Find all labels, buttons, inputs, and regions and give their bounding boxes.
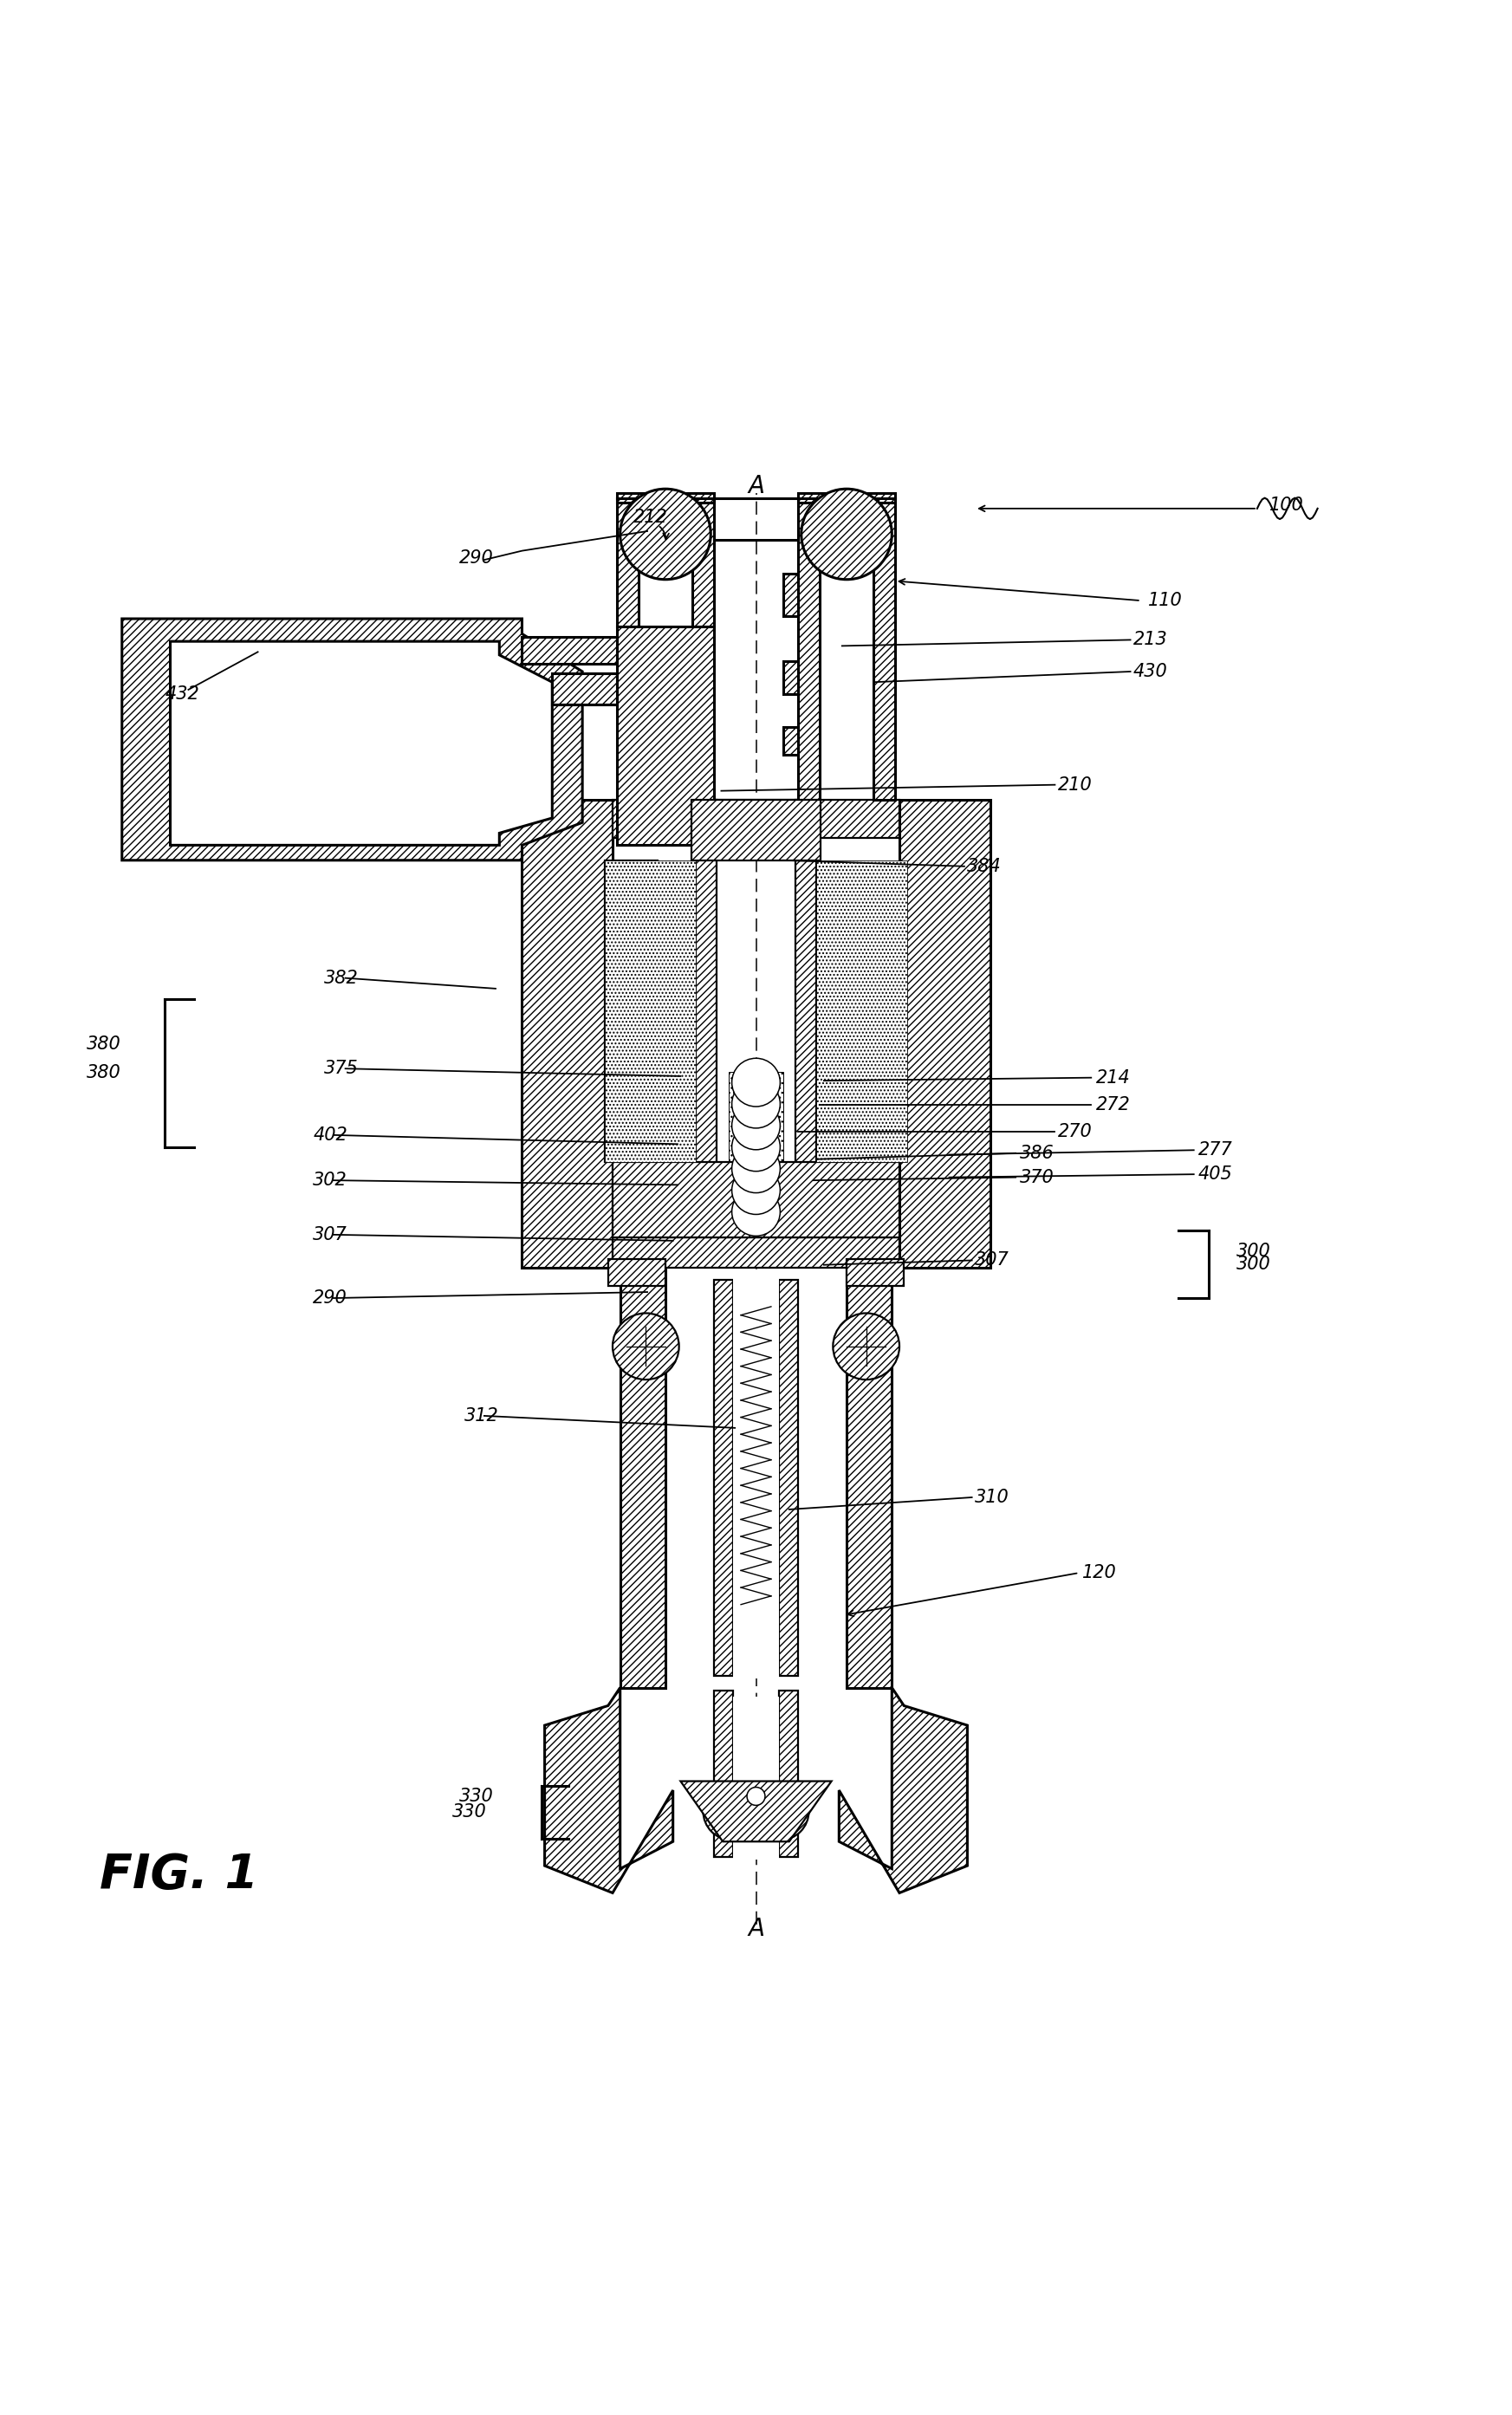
Polygon shape [171,642,552,845]
Bar [798,493,895,502]
Bar [900,799,990,1268]
Bar [847,1258,904,1287]
Bar [729,1072,783,1222]
Bar [605,860,658,1162]
Text: 430: 430 [1134,662,1167,681]
Bar [612,799,900,838]
Bar [714,1690,733,1857]
Circle shape [751,1782,809,1840]
Text: 302: 302 [313,1171,348,1188]
Text: A: A [748,1918,764,1942]
Bar [620,1268,665,1688]
Text: 213: 213 [1134,630,1167,650]
Bar [733,1275,779,1678]
Bar [552,674,617,705]
Bar [692,799,820,860]
Polygon shape [544,1688,673,1893]
Circle shape [620,488,711,580]
Circle shape [612,1314,679,1379]
Bar [816,860,907,1162]
Text: 310: 310 [975,1488,1010,1507]
Text: 375: 375 [324,1060,358,1077]
Bar [617,493,714,502]
Text: 307: 307 [975,1251,1010,1268]
Text: 120: 120 [1083,1565,1116,1582]
Text: 330: 330 [452,1804,487,1821]
Bar [617,625,714,845]
Bar [798,497,820,799]
Text: 212: 212 [634,510,668,526]
Text: 386: 386 [1021,1145,1055,1162]
Bar [522,799,612,1268]
Circle shape [747,1787,765,1806]
Circle shape [732,1123,780,1171]
Text: 370: 370 [1021,1169,1055,1186]
Bar [783,662,798,693]
Text: 300: 300 [1235,1256,1270,1273]
Bar [847,1268,892,1688]
Text: 300: 300 [1235,1244,1270,1261]
Circle shape [732,1188,780,1236]
Bar [692,497,714,625]
Text: 270: 270 [1058,1123,1092,1140]
Text: 290: 290 [313,1290,348,1307]
Bar [783,572,798,616]
Bar [605,860,696,1162]
Text: 432: 432 [165,686,200,703]
Text: 277: 277 [1199,1142,1232,1159]
Circle shape [732,1145,780,1193]
Bar [696,799,717,1253]
Text: 380: 380 [86,1036,121,1053]
Text: A: A [748,473,764,497]
Text: 272: 272 [1096,1096,1129,1113]
Bar [612,1239,900,1268]
Bar [874,497,895,799]
Bar [612,1162,900,1239]
Circle shape [703,1782,761,1840]
Text: 290: 290 [460,551,494,568]
Circle shape [732,1101,780,1150]
Text: 382: 382 [324,968,358,988]
Bar [795,799,816,1253]
Text: 214: 214 [1096,1070,1129,1087]
Polygon shape [122,618,582,860]
Bar [733,1698,779,1860]
Text: 405: 405 [1199,1166,1232,1183]
Polygon shape [839,1688,968,1893]
Bar [714,1280,733,1676]
Text: 330: 330 [460,1787,494,1804]
Circle shape [732,1058,780,1106]
Bar [783,727,798,753]
Polygon shape [522,638,617,664]
Text: FIG. 1: FIG. 1 [100,1852,259,1898]
Bar [608,1258,665,1287]
Polygon shape [680,1782,832,1843]
Circle shape [833,1314,900,1379]
Text: 380: 380 [86,1065,121,1082]
Circle shape [732,1080,780,1128]
Circle shape [732,1166,780,1215]
Text: 402: 402 [313,1125,348,1145]
Text: 110: 110 [1149,592,1182,609]
Circle shape [801,488,892,580]
Text: 312: 312 [464,1408,499,1425]
Text: 384: 384 [968,857,1002,874]
Bar [779,1280,798,1676]
Bar [617,497,638,625]
Text: 210: 210 [1058,775,1092,795]
Text: 100: 100 [1269,497,1303,514]
Bar [779,1690,798,1857]
Text: 307: 307 [313,1227,348,1244]
